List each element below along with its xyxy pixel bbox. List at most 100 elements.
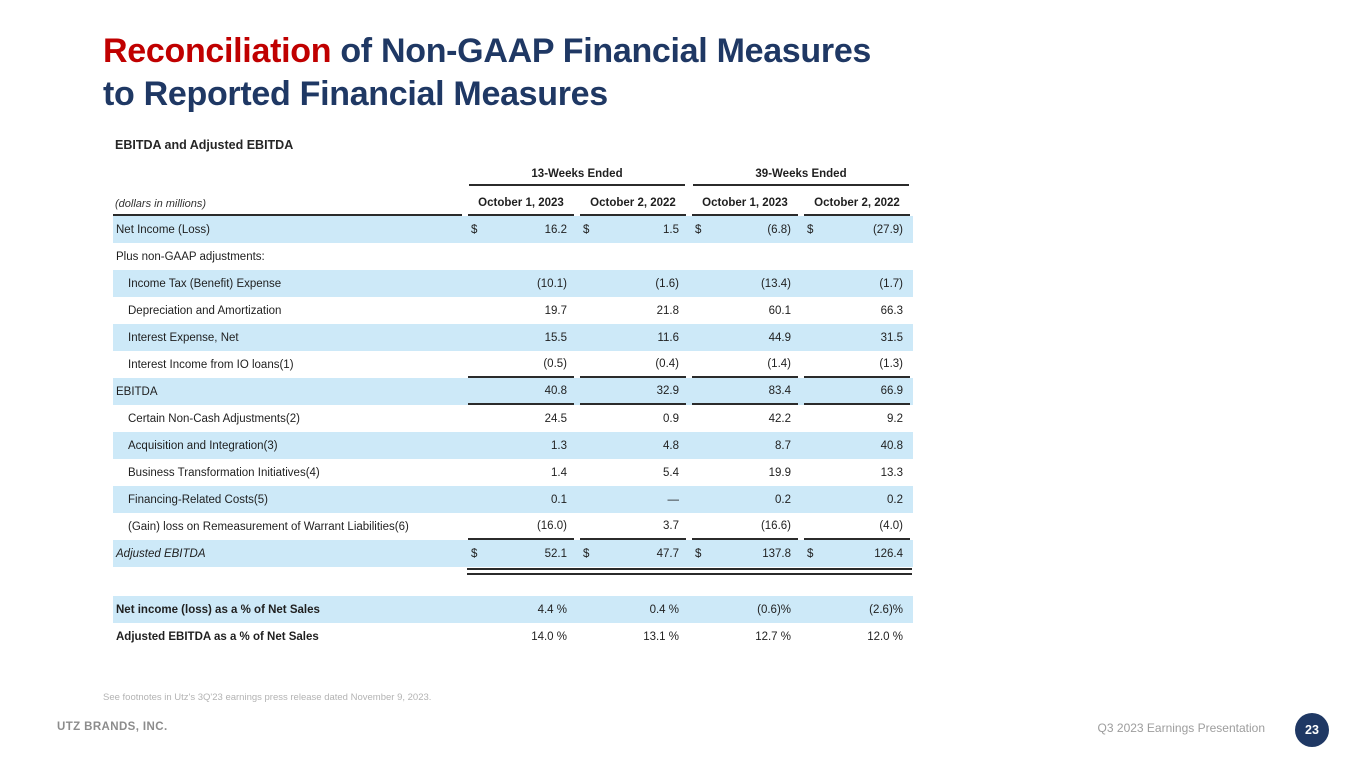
value-cell: — [577,486,689,513]
value-cell: (16.6) [689,513,801,540]
value-number: 8.7 [775,439,791,452]
value-number: 60.1 [768,304,791,317]
footnote: See footnotes in Utz's 3Q'23 earnings pr… [103,692,432,703]
value-cell: $52.1 [465,540,577,567]
value-number: 32.9 [656,384,679,397]
value-cell: (1.4) [689,351,801,378]
value-number: 13.1 % [643,630,679,643]
value-cell: $16.2 [465,216,577,243]
currency-symbol: $ [471,223,478,236]
row-label: Acquisition and Integration(3) [128,439,278,452]
value-cell: (0.6)% [689,596,801,623]
row-label: Financing-Related Costs(5) [128,493,268,506]
value-cell: $ (6.8) [689,216,801,243]
value-number: 66.3 [880,304,903,317]
value-number: 24.5 [544,412,567,425]
value-number: 42.2 [768,412,791,425]
table-row: Certain Non-Cash Adjustments(2) 24.5 0.9 42… [113,405,913,432]
value-number: (6.8) [767,223,791,236]
value-number: (10.1) [536,277,567,290]
value-cell: 66.3 [801,297,913,324]
value-number: 16.2 [544,223,567,236]
value-number: 1.4 [551,466,567,479]
value-cell [801,243,913,270]
value-cell: 1.3 [465,432,577,459]
value-cell: 14.0 % [465,623,577,650]
value-cell: $ (27.9) [801,216,913,243]
value-number: 31.5 [880,331,903,344]
value-cell: (4.0) [801,513,913,540]
value-cell: 19.9 [689,459,801,486]
value-cell: (1.7) [801,270,913,297]
value-number: 1.5 [663,223,679,236]
value-cell: 12.7 % [689,623,801,650]
column-header: October 2, 2022 [801,186,913,216]
value-number: (2.6)% [869,603,903,616]
column-group-label: 13-Weeks Ended [469,168,685,186]
reconciliation-table: 13-Weeks Ended 39-Weeks Ended (dollars i… [113,163,913,650]
value-number: (1.7) [879,277,903,290]
value-number: (1.6) [655,277,679,290]
value-cell: (1.3) [801,351,913,378]
row-label: Net Income (Loss) [116,223,210,236]
value-cell: 12.0 % [801,623,913,650]
value-number: 4.8 [663,439,679,452]
value-number: 13.3 [880,466,903,479]
value-number: 19.9 [768,466,791,479]
value-cell: (2.6)% [801,596,913,623]
row-label: Interest Income from IO loans(1) [128,358,294,371]
value-cell: 4.8 [577,432,689,459]
table-row: Business Transformation Initiatives(4) 1.… [113,459,913,486]
value-number: 11.6 [657,331,679,344]
table-row: EBITDA 40.8 32.9 83.4 66.9 [113,378,913,405]
double-rule-row [113,567,913,575]
row-label: Plus non-GAAP adjustments: [116,250,265,263]
value-number: 12.0 % [867,630,903,643]
value-number: 0.2 [887,493,903,506]
value-cell: (0.5) [465,351,577,378]
value-number: 19.7 [544,304,567,317]
value-cell: 32.9 [577,378,689,405]
column-header: October 2, 2022 [577,186,689,216]
value-number: 40.8 [544,384,567,397]
row-label: (Gain) loss on Remeasurement of Warrant … [128,520,409,533]
row-label: Business Transformation Initiatives(4) [128,466,320,479]
column-group-label: 39-Weeks Ended [693,168,909,186]
value-number: 137.8 [762,547,791,560]
column-group-13-weeks: 13-Weeks Ended [465,163,689,186]
row-label: Depreciation and Amortization [128,304,282,317]
table-row: Adjusted EBITDA as a % of Net Sales 14.0 … [113,623,913,650]
value-cell: 8.7 [689,432,801,459]
value-cell: 21.8 [577,297,689,324]
currency-symbol: $ [471,547,478,560]
value-number: 66.9 [880,384,903,397]
currency-symbol: $ [807,223,814,236]
value-number: (1.4) [767,357,791,370]
row-label: Interest Expense, Net [128,331,239,344]
table-row: Net income (loss) as a % of Net Sales 4.4… [113,596,913,623]
value-cell: 0.2 [801,486,913,513]
value-number: 21.8 [656,304,679,317]
value-cell: 13.1 % [577,623,689,650]
title-line2: to Reported Financial Measures [103,74,608,113]
value-cell: $126.4 [801,540,913,567]
value-number: 15.5 [544,331,567,344]
value-cell: 4.4 % [465,596,577,623]
page-number: 23 [1305,723,1319,737]
column-group-39-weeks: 39-Weeks Ended [689,163,913,186]
value-cell: 60.1 [689,297,801,324]
value-number: (0.6)% [757,603,791,616]
column-group-row: 13-Weeks Ended 39-Weeks Ended [113,163,913,186]
value-number: 0.4 % [649,603,679,616]
value-cell [465,243,577,270]
value-number: 0.2 [775,493,791,506]
currency-symbol: $ [695,223,702,236]
value-number: 1.3 [551,439,567,452]
value-number: 0.1 [551,493,567,506]
value-cell: 31.5 [801,324,913,351]
header-spacer [113,163,465,186]
row-label: Adjusted EBITDA as a % of Net Sales [116,630,319,643]
value-cell: 15.5 [465,324,577,351]
value-number: (27.9) [872,223,903,236]
currency-symbol: $ [807,547,814,560]
